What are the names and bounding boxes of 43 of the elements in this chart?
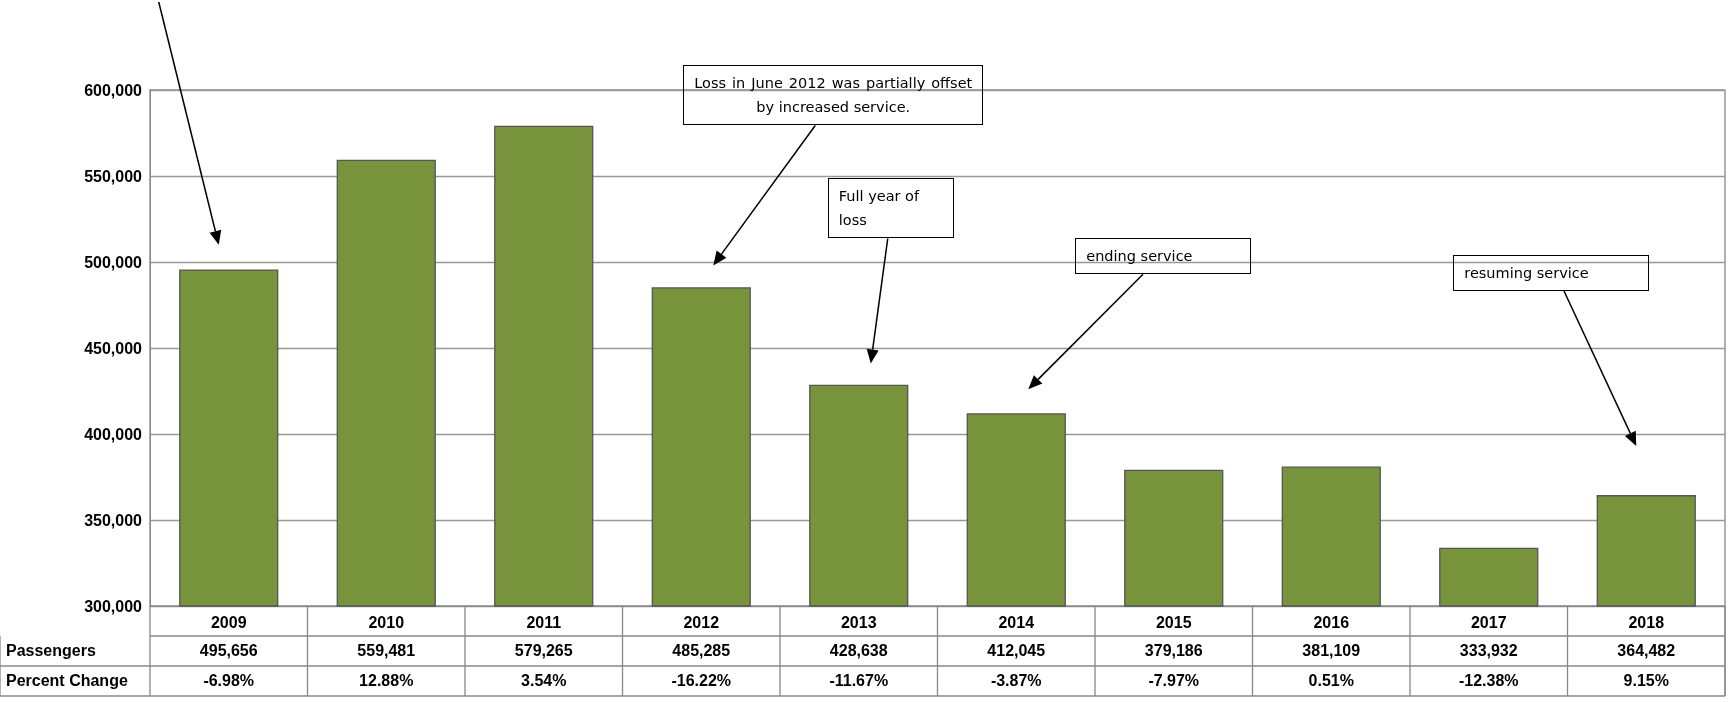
data-label: 412,045 [986,641,1047,661]
data-label: 559,481 [356,641,417,661]
data-label: 495,656 [198,641,259,661]
text: -11.67% [828,671,890,691]
x-tick-label: 2018 [1628,613,1665,631]
data-label: 579,265 [513,641,574,661]
x-tick-label: 2016 [1313,613,1350,631]
annotation: ending service [1075,238,1252,275]
data-label: 364,482 [1616,641,1677,661]
text: -3.87% [989,671,1043,691]
text: 0.51% [1307,671,1355,691]
text: 9.15% [1622,671,1670,691]
x-tick-label: 2010 [368,613,405,631]
data-label: 381,109 [1301,641,1362,661]
text: 3.54% [520,671,568,691]
text: Passengers [5,641,97,661]
data-label: 428,638 [828,641,889,661]
x-tick-label: 2014 [998,613,1035,631]
data-label: 379,186 [1143,641,1204,661]
x-tick-label: 2012 [683,613,720,631]
x-tick-label: 2009 [210,613,247,631]
text: -6.98% [202,671,256,691]
text: -12.38% [1457,671,1520,691]
text: -16.22% [670,671,733,691]
x-tick-label: 2013 [840,613,877,631]
x-tick-label: 2017 [1470,613,1507,631]
y-tick-label: 600,000 [84,81,143,99]
y-tick-label: 550,000 [84,167,143,185]
annotation: Full year of loss [827,178,954,239]
x-tick-label: 2011 [526,613,562,631]
x-tick-label: 2015 [1155,613,1192,631]
annotation: resuming service [1453,255,1650,292]
data-label: 333,932 [1458,641,1519,661]
y-tick-label: 300,000 [84,597,143,615]
text: 12.88% [358,671,415,691]
text: -7.97% [1147,671,1201,691]
y-tick-label: 450,000 [84,339,143,357]
text: Percent Change [5,671,129,691]
data-label: 485,285 [671,641,732,661]
y-tick-label: 500,000 [84,253,143,271]
y-tick-label: 400,000 [84,425,143,443]
y-tick-label: 350,000 [84,511,143,529]
annotation: Loss in June 2012 was partially offset by increased service. [683,65,984,126]
